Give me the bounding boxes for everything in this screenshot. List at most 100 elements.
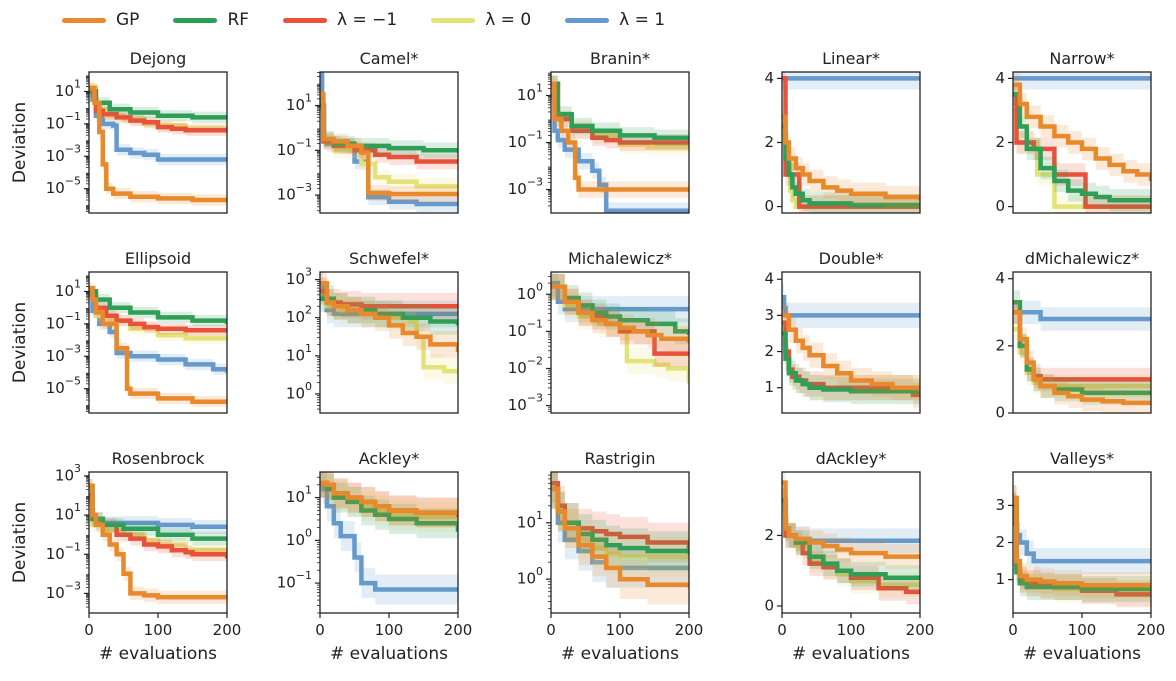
y-tick-label: 100	[517, 565, 543, 588]
y-tick-label: 2	[764, 526, 774, 544]
panel-schwefel: Schwefel* 100 101 102 103	[286, 249, 459, 414]
legend-item-lambda-neg1: λ = −1	[283, 10, 431, 30]
panel-title: Schwefel*	[349, 249, 429, 268]
line-gp	[1013, 495, 1151, 588]
band-gp	[551, 472, 689, 608]
series-group	[782, 72, 920, 213]
legend-label-lambda-neg1: λ = −1	[337, 10, 398, 30]
line-rf	[551, 284, 689, 336]
y-tick-label: 10−3	[277, 181, 312, 204]
panel-title: Camel*	[360, 49, 419, 68]
y-tick-label: 10−5	[46, 175, 81, 198]
line-1	[89, 89, 227, 133]
legend-swatch-lambda-1	[565, 17, 610, 23]
y-tick-label: 101	[286, 92, 312, 115]
series-group	[551, 75, 689, 213]
band-1	[1013, 492, 1151, 574]
band-1	[1013, 300, 1151, 331]
axes-frame	[319, 271, 459, 414]
panel-title: Rosenbrock	[112, 449, 205, 468]
y-tick-label: 101	[286, 342, 312, 365]
panel-title: dAckley*	[816, 449, 887, 468]
series-group	[1013, 485, 1151, 610]
band-gp	[1013, 73, 1151, 193]
y-tick-label: 100	[517, 280, 543, 303]
y-tick-label: 101	[517, 82, 543, 105]
band-0	[782, 494, 920, 598]
y-tick-label: 10−3	[46, 579, 81, 602]
line-gp	[1013, 310, 1151, 406]
band-1	[782, 487, 920, 605]
x-axis-label: # evaluations	[561, 644, 679, 664]
x-tick-label: 0	[546, 621, 556, 639]
series-group	[320, 72, 458, 212]
y-tick-label: 4	[995, 269, 1005, 287]
y-tick-label: 103	[286, 266, 312, 289]
legend-label-rf: RF	[227, 10, 250, 30]
band-gp	[1013, 485, 1151, 599]
line-1	[1013, 92, 1151, 209]
legend-swatch-rf	[173, 17, 218, 23]
band-1	[320, 472, 458, 605]
band-rf	[551, 75, 689, 149]
panel-title: Linear*	[822, 49, 880, 68]
x-tick-label: 0	[315, 621, 325, 639]
line-0	[89, 289, 227, 341]
legend-item-lambda-0: λ = 0	[431, 10, 565, 30]
line-gp	[89, 285, 227, 404]
x-tick-label: 100	[144, 621, 173, 639]
line-gp	[89, 483, 227, 600]
x-tick-label: 0	[1008, 621, 1018, 639]
y-tick-label: 10−1	[277, 569, 312, 592]
y-tick-label: 0	[764, 197, 774, 215]
y-tick-label: 10−1	[46, 540, 81, 563]
band-rf	[1013, 492, 1151, 602]
y-tick-label: 1	[995, 570, 1005, 588]
band-gp	[320, 472, 458, 530]
x-tick-label: 100	[1068, 621, 1097, 639]
x-axis-label: # evaluations	[330, 644, 448, 664]
line-rf	[551, 81, 689, 141]
series-group	[89, 478, 227, 605]
y-tick-label: 101	[55, 277, 81, 300]
line-gp	[320, 92, 458, 197]
y-tick-label: 100	[286, 380, 312, 403]
band-1	[1013, 485, 1151, 610]
band-rf	[551, 273, 689, 349]
line-gp	[551, 81, 689, 192]
y-tick-label: 2	[995, 533, 1005, 551]
line-1	[89, 289, 227, 333]
panel-rosenbrock: Rosenbrock 10−3 10−1 101 103 0 100 200 # evaluat…	[10, 449, 241, 664]
line-gp	[782, 480, 920, 559]
band-1	[551, 472, 689, 574]
panel-title: Double*	[819, 249, 884, 268]
band-0	[1013, 99, 1151, 213]
panel-title: Michalewicz*	[568, 249, 672, 268]
y-tick-label: 10−1	[508, 129, 543, 152]
panel-title: Valleys*	[1050, 449, 1114, 468]
panel-ellipsoid: Ellipsoid 10−5 10−3 10−1 101 Deviation	[10, 249, 228, 414]
panel-dackley: dAckley* 0 2 0 100 200 # evaluations	[764, 449, 934, 664]
y-tick-label: 10−3	[508, 176, 543, 199]
panel-ackley: Ackley* 10−1 100 101 0 100 200 # evaluations	[277, 449, 473, 664]
line-gp	[551, 486, 689, 588]
panel-michalewicz: Michalewicz* 10−3 10−2 10−1 100	[508, 249, 690, 414]
band-1	[89, 488, 227, 565]
y-tick-label: 1	[764, 378, 774, 396]
panel-title: dMichalewicz*	[1025, 249, 1139, 268]
panel-dmichalewicz: dMichalewicz* 0 2 4	[995, 249, 1152, 422]
x-tick-label: 200	[213, 621, 242, 639]
panel-narrow: Narrow* 0 2 4	[995, 49, 1152, 215]
legend-item-lambda-1: λ = 1	[565, 10, 699, 30]
panel-title: Ellipsoid	[125, 249, 191, 268]
band-gp	[89, 82, 227, 208]
series-group	[551, 272, 689, 397]
line-1	[782, 295, 920, 318]
line-rf	[782, 331, 920, 394]
y-tick-label: 10−1	[46, 310, 81, 333]
line-gp	[782, 114, 920, 201]
band-0	[782, 320, 920, 401]
x-tick-label: 200	[906, 621, 935, 639]
y-tick-label: 3	[995, 496, 1005, 514]
